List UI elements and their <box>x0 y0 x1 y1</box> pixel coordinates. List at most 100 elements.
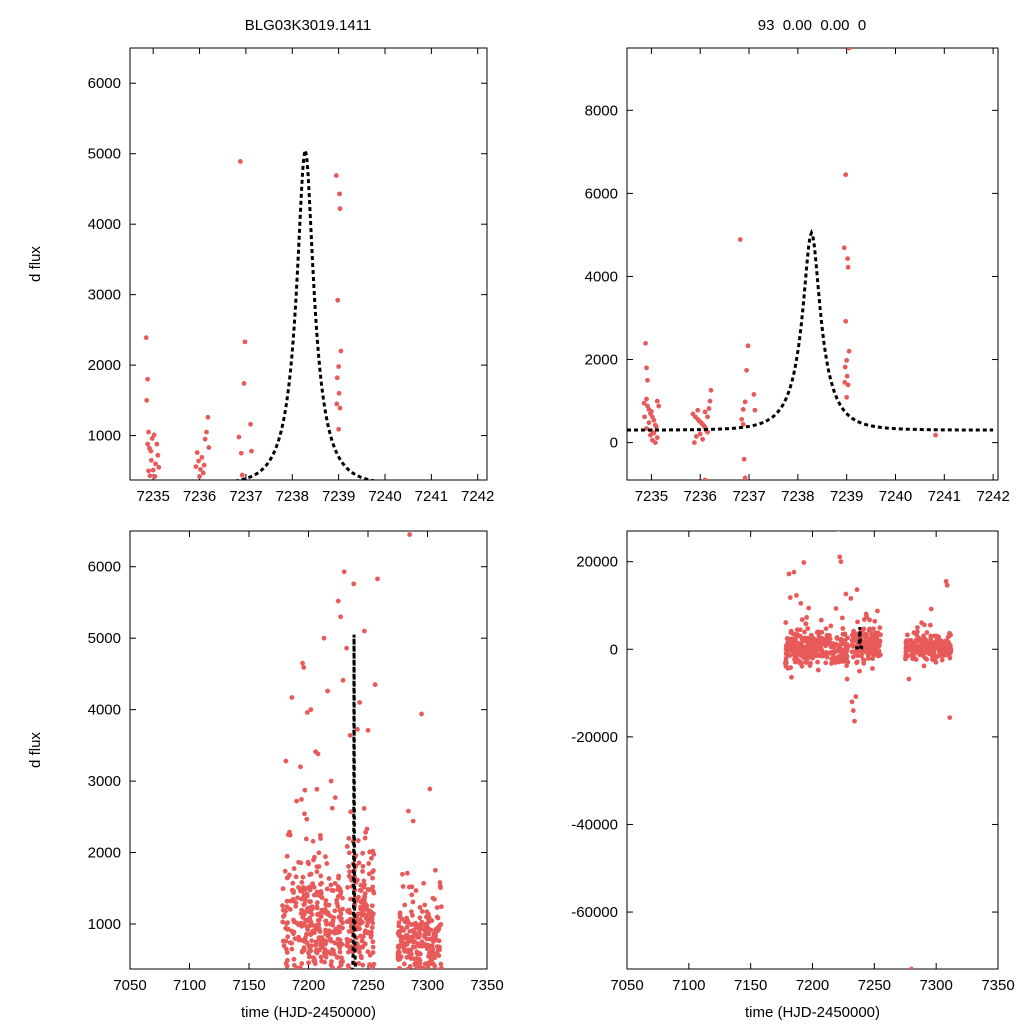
data-point <box>315 918 321 923</box>
data-point <box>846 348 852 354</box>
data-point <box>903 656 908 662</box>
x-tick-label: 7235 <box>635 488 668 505</box>
data-point <box>301 665 307 670</box>
y-tick-label: 8000 <box>585 102 618 119</box>
data-point <box>306 960 311 966</box>
data-point <box>283 758 289 764</box>
data-point <box>797 660 803 666</box>
data-point <box>304 940 310 946</box>
data-point <box>304 893 310 899</box>
data-point <box>903 649 909 655</box>
data-point <box>321 635 327 641</box>
data-point <box>242 339 248 345</box>
data-point <box>323 941 328 947</box>
data-point <box>417 915 423 921</box>
data-point <box>947 715 953 720</box>
data-point <box>803 621 809 627</box>
data-point <box>357 917 363 922</box>
data-point <box>652 440 658 446</box>
data-point <box>789 674 794 680</box>
data-point <box>334 401 340 407</box>
data-point <box>931 650 937 656</box>
data-point <box>649 409 654 414</box>
data-point <box>428 949 434 955</box>
data-point <box>908 638 914 643</box>
data-point <box>831 657 836 663</box>
data-point <box>318 996 323 1001</box>
data-point <box>410 899 416 905</box>
data-point <box>347 869 352 875</box>
data-point <box>410 928 416 934</box>
data-point <box>367 849 373 855</box>
x-tick-label: 7236 <box>183 488 216 505</box>
data-point <box>739 416 745 422</box>
data-point <box>310 928 316 934</box>
data-point <box>404 870 410 876</box>
data-point <box>329 805 335 811</box>
data-point <box>914 643 920 649</box>
data-point <box>304 906 310 912</box>
data-point <box>324 861 330 866</box>
x-tick-label: 7350 <box>470 977 503 994</box>
model-curve <box>854 626 865 650</box>
data-point <box>284 898 290 904</box>
data-point <box>784 636 790 642</box>
data-point <box>307 887 313 893</box>
data-point <box>300 914 306 920</box>
data-point <box>352 969 357 974</box>
data-point <box>336 426 342 432</box>
data-point <box>313 892 319 898</box>
data-point <box>401 961 407 967</box>
data-point <box>424 909 430 915</box>
data-point <box>369 855 374 861</box>
data-point <box>404 915 410 921</box>
data-point <box>314 904 320 910</box>
data-point <box>241 381 247 386</box>
data-point <box>369 903 375 909</box>
data-point <box>368 909 374 915</box>
data-point <box>402 902 408 908</box>
data-point <box>347 910 353 916</box>
data-point <box>324 886 330 892</box>
data-point <box>842 379 848 385</box>
data-point <box>819 651 824 657</box>
data-point <box>654 435 660 441</box>
data-point <box>808 632 814 638</box>
data-point <box>322 947 328 952</box>
data-point <box>751 392 757 397</box>
data-point <box>651 417 657 423</box>
x-axis-label: time (HJD-2450000) <box>745 1004 880 1021</box>
data-point <box>199 455 205 460</box>
data-point <box>844 663 850 669</box>
data-point <box>437 880 443 885</box>
data-point <box>799 617 805 623</box>
data-point <box>921 663 927 669</box>
data-point <box>356 860 362 866</box>
data-point <box>337 937 343 943</box>
data-point <box>697 431 703 437</box>
x-tick-label: 7300 <box>411 977 444 994</box>
data-point <box>337 980 342 985</box>
data-point <box>299 961 305 966</box>
data-point <box>943 578 949 584</box>
data-point <box>319 895 325 901</box>
data-point <box>877 625 883 631</box>
data-point <box>412 944 418 950</box>
data-point <box>370 920 376 926</box>
y-axis-label: d flux <box>27 246 44 282</box>
y-tick-label: 5000 <box>88 146 121 163</box>
data-point <box>840 626 846 631</box>
x-tick-label: 7240 <box>879 488 912 505</box>
data-point <box>438 904 444 910</box>
data-point <box>304 917 310 923</box>
data-point <box>836 654 842 659</box>
data-point <box>815 652 820 658</box>
data-point <box>371 961 377 967</box>
x-tick-label: 7240 <box>368 488 401 505</box>
data-point <box>193 464 199 470</box>
data-point <box>332 795 338 800</box>
data-point <box>346 873 352 879</box>
data-point <box>309 938 315 944</box>
data-point <box>346 835 352 841</box>
data-point <box>810 650 816 656</box>
